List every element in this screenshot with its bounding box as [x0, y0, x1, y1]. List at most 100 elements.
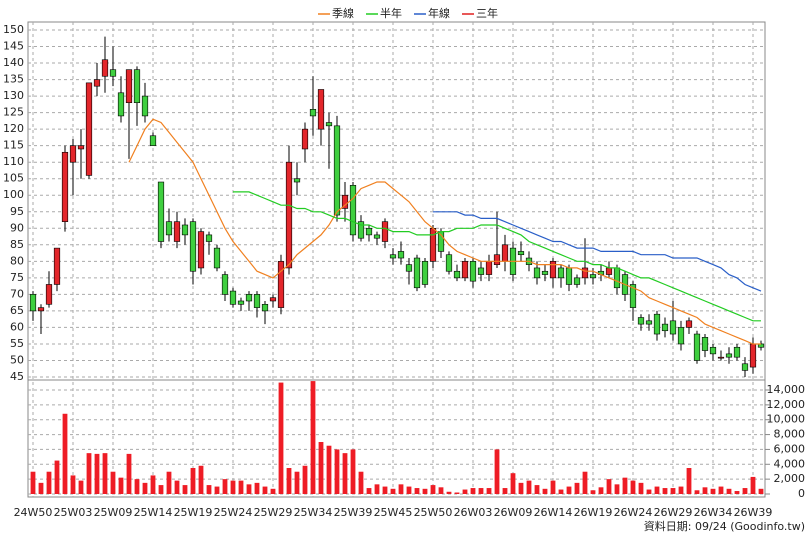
volume-bar: [126, 453, 132, 494]
candle-body: [701, 337, 709, 351]
volume-bar: [438, 487, 444, 494]
volume-bar: [150, 475, 156, 494]
candle-body: [565, 267, 573, 285]
candle-body: [661, 323, 669, 332]
x-tick-label: 24W50: [14, 506, 53, 519]
volume-bar: [174, 480, 180, 494]
volume-bar: [734, 491, 740, 494]
candle-body: [685, 320, 693, 328]
candle-body: [221, 274, 229, 295]
candle-body: [53, 247, 61, 285]
y-tick-label: 130: [3, 89, 24, 102]
candle-body: [573, 277, 581, 285]
y-tick-label: 50: [10, 353, 24, 366]
x-tick-label: 25W39: [334, 506, 373, 519]
candle-body: [261, 303, 269, 312]
candle-body: [173, 221, 181, 242]
candle-body: [749, 343, 757, 368]
volume-bar: [318, 442, 324, 494]
candle-body: [533, 267, 541, 279]
y-tick-label: 100: [3, 188, 24, 201]
volume-bar: [30, 471, 36, 494]
volume-bar: [358, 471, 364, 494]
plot-frame: [27, 21, 766, 498]
candle-body: [301, 128, 309, 150]
candle-body: [541, 270, 549, 275]
volume-bar: [534, 485, 540, 494]
volume-bar: [398, 484, 404, 494]
y2-tick-label: 6,000: [774, 442, 806, 455]
x-tick-label: 25W03: [54, 506, 93, 519]
candle-body: [245, 294, 253, 302]
candle-body: [637, 317, 645, 325]
candle-body: [653, 313, 661, 335]
legend-label: 半年: [380, 6, 402, 20]
candle-body: [517, 251, 525, 256]
volume-bar: [470, 488, 476, 494]
volume-bar: [574, 482, 580, 494]
y-tick-label: 105: [3, 172, 24, 185]
volume-bar: [238, 480, 244, 494]
candle-body: [629, 284, 637, 308]
volume-bar: [430, 485, 436, 494]
y-tick-label: 65: [10, 304, 24, 317]
candle-body: [333, 125, 341, 216]
candle-body: [317, 89, 325, 130]
volume-bar: [542, 488, 548, 494]
volume-bar: [54, 460, 60, 494]
y-tick-label: 110: [3, 155, 24, 168]
legend-label: 季線: [332, 6, 354, 20]
volume-bar: [694, 490, 700, 494]
candle-body: [413, 257, 421, 289]
volume-bar: [222, 479, 228, 494]
candle-body: [693, 333, 701, 361]
volume-bar: [646, 489, 652, 494]
source-note: 資料日期: 09/24 (Goodinfo.tw): [644, 519, 805, 533]
volume-bar: [294, 471, 300, 494]
volume-bar: [110, 471, 116, 494]
candle-body: [229, 290, 237, 305]
candle-body: [501, 244, 509, 262]
x-tick-label: 26W03: [454, 506, 493, 519]
volume-bar: [582, 471, 588, 494]
volume-bar: [158, 485, 164, 494]
volume-bar: [502, 488, 508, 494]
x-tick-label: 25W24: [214, 506, 253, 519]
candle-body: [405, 264, 413, 272]
y2-tick-label: 4,000: [774, 457, 806, 470]
candle-body: [205, 234, 213, 242]
volume-bar: [102, 453, 108, 494]
x-tick-label: 25W14: [134, 506, 173, 519]
candle-body: [37, 307, 45, 312]
candle-body: [581, 267, 589, 279]
candle-body: [189, 221, 197, 272]
volume-bar: [726, 488, 732, 494]
y-tick-label: 90: [10, 221, 24, 234]
candle-body: [133, 69, 141, 104]
x-tick-label: 26W14: [534, 506, 573, 519]
y-tick-label: 120: [3, 122, 24, 135]
candle-body: [341, 194, 349, 209]
candle-body: [61, 151, 69, 222]
candle-body: [429, 227, 437, 262]
volume-bar: [422, 488, 428, 494]
volume-bar: [326, 445, 332, 494]
candle-body: [277, 261, 285, 308]
volume-bar: [702, 487, 708, 494]
candle-body: [477, 267, 485, 275]
volume-bar: [758, 488, 764, 494]
candle-body: [397, 251, 405, 259]
ma-line: [233, 191, 761, 322]
volume-bar: [718, 486, 724, 494]
volume-bar: [246, 484, 252, 494]
candle-body: [69, 145, 77, 163]
candle-body: [389, 254, 397, 259]
volume-bar: [38, 482, 44, 494]
candle-body: [493, 254, 501, 265]
volume-bar: [566, 486, 572, 494]
y2-tick-label: 8,000: [774, 428, 806, 441]
volume-bar: [78, 480, 84, 494]
volume-bar: [166, 471, 172, 494]
y-tick-label: 45: [10, 370, 24, 383]
